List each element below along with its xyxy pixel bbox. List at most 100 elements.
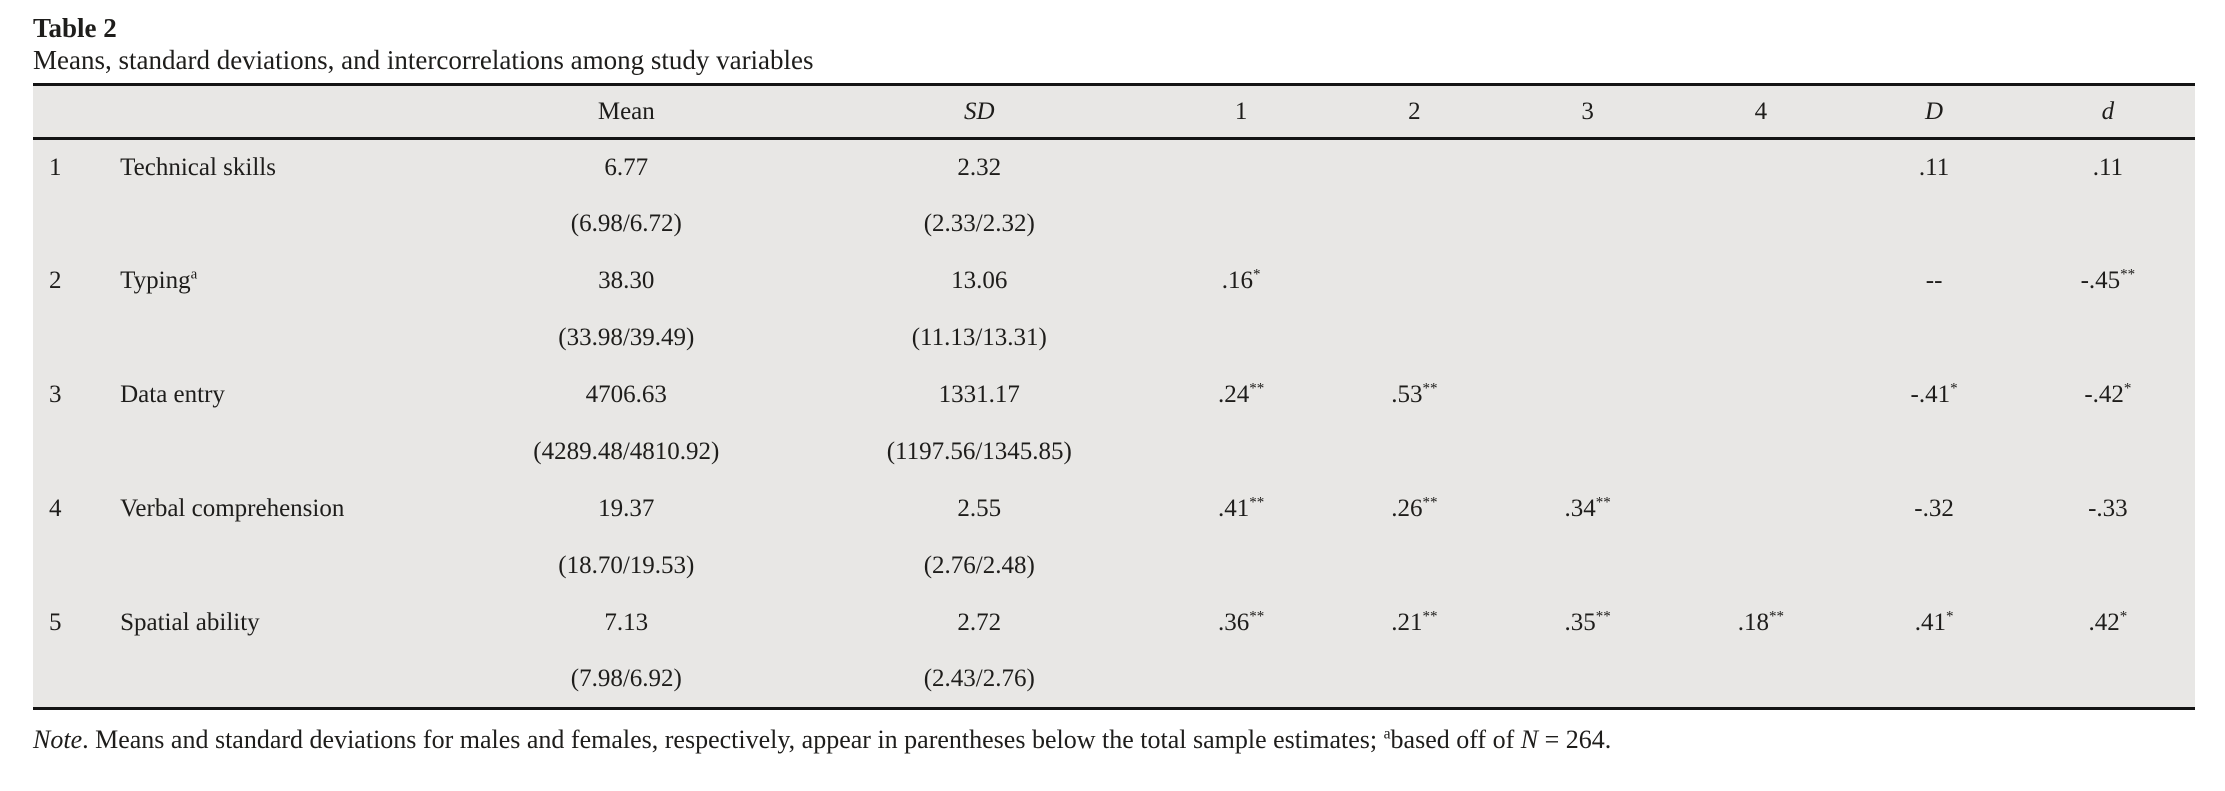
cell-corr-1: .16* <box>1221 266 1261 294</box>
table-row-values: 5 Spatial ability 7.13 2.72 .36** .21** .35**.… <box>33 595 2195 652</box>
cell-corr-1: .36** <box>1218 608 1265 636</box>
cell-variable-empty <box>118 424 448 481</box>
note-text-part: N <box>1520 725 1539 754</box>
cell-row-number-empty <box>33 652 118 709</box>
cell-sd-paren: (2.33/2.32) <box>923 210 1035 237</box>
cell-corr-3 <box>1501 253 1674 310</box>
cell-sd-paren: (1197.56/1345.85) <box>886 438 1072 465</box>
cell-big-d: -.41* <box>1910 380 1958 408</box>
cell-sd: 2.55 <box>957 495 1002 522</box>
cell-corr-2: .53** <box>1391 380 1438 408</box>
cell-row-number: 3 <box>49 381 62 408</box>
cell-row-number: 2 <box>49 267 62 294</box>
table-row-parentheses: (33.98/39.49) (11.13/13.31) <box>33 310 2195 367</box>
cell-corr-1-empty <box>1155 310 1328 367</box>
note-text-part: a <box>1383 725 1391 743</box>
cell-corr-2-empty <box>1328 538 1501 595</box>
table-caption: Table 2 Means, standard deviations, and … <box>33 12 2195 77</box>
header-variable <box>118 84 449 140</box>
cell-corr-4 <box>1674 253 1847 310</box>
header-corr-4: 4 <box>1674 84 1848 140</box>
note-text-part: Note <box>33 725 83 754</box>
cell-row-number: 1 <box>49 153 62 181</box>
cell-corr-3 <box>1501 367 1674 424</box>
table-row-parentheses: (18.70/19.53) (2.76/2.48) <box>33 538 2195 595</box>
cell-corr-3-empty <box>1501 196 1674 253</box>
cell-sd: 2.72 <box>957 609 1002 636</box>
cell-corr-3: .34** <box>1564 494 1611 522</box>
cell-corr-1: .24** <box>1218 380 1265 408</box>
cell-mean: 6.77 <box>604 153 649 181</box>
table-row-parentheses: (7.98/6.92) (2.43/2.76) <box>33 652 2195 709</box>
header-big-d: D <box>1847 84 2021 140</box>
cell-variable-empty <box>118 538 448 595</box>
cell-variable-label: Data entry <box>120 381 225 408</box>
cell-mean-paren: (7.98/6.92) <box>570 665 682 693</box>
note-text-part: based off of <box>1390 725 1521 754</box>
table-header-row: Mean SD 1 2 3 4 D d <box>33 84 2195 140</box>
note-text-part: . Means and standard deviations for male… <box>82 725 1384 754</box>
cell-corr-4-empty <box>1674 196 1847 253</box>
table-row-values: 3 Data entry 4706.63 1331.17 .24** .53** -.41*… <box>33 367 2195 424</box>
cell-row-number-empty <box>33 310 118 367</box>
cell-variable-label: Technical skills <box>120 153 276 181</box>
cell-variable-empty <box>118 196 448 253</box>
cell-row-number: 5 <box>49 609 62 636</box>
cell-corr-2: .26** <box>1391 494 1438 522</box>
cell-big-d: .41* <box>1914 608 1954 636</box>
cell-corr-3-empty <box>1501 538 1674 595</box>
cell-small-d-empty <box>2021 652 2195 709</box>
cell-sd: 13.06 <box>951 267 1008 294</box>
cell-small-d-empty <box>2021 538 2195 595</box>
cell-corr-2-empty <box>1328 424 1501 481</box>
cell-mean: 19.37 <box>598 495 655 522</box>
cell-small-d-empty <box>2021 310 2195 367</box>
cell-corr-1 <box>1155 139 1328 196</box>
cell-big-d: -.32 <box>1914 495 1954 522</box>
cell-big-d-empty <box>1847 652 2020 709</box>
cell-sd-paren: (2.76/2.48) <box>923 552 1035 579</box>
header-corr-1: 1 <box>1154 84 1328 140</box>
cell-mean: 4706.63 <box>585 381 667 408</box>
cell-small-d: -.42* <box>2084 380 2132 408</box>
table-body: 1 Technical skills 6.77 2.32 .11 .11 (6.98/6.7… <box>33 139 2195 709</box>
cell-corr-1-empty <box>1155 652 1328 709</box>
table-row-values: 4 Verbal comprehension 19.37 2.55 .41** .26**… <box>33 481 2195 538</box>
cell-big-d: -- <box>1925 267 1943 294</box>
cell-corr-4-empty <box>1674 310 1847 367</box>
table-row-values: 2 Typinga 38.30 13.06 .16* -- -.45** <box>33 253 2195 310</box>
stats-table: Mean SD 1 2 3 4 D d 1 Technical skills 6.7… <box>33 83 2195 710</box>
cell-mean-paren: (4289.48/4810.92) <box>533 438 720 465</box>
cell-corr-2 <box>1328 139 1501 196</box>
cell-corr-4-empty <box>1674 424 1847 481</box>
note-text-part: = 264. <box>1538 725 1612 754</box>
cell-corr-4-empty <box>1674 652 1847 709</box>
cell-mean-paren: (6.98/6.72) <box>570 210 682 237</box>
cell-row-number-empty <box>33 196 118 253</box>
header-corr-3: 3 <box>1501 84 1675 140</box>
cell-small-d: -.33 <box>2088 495 2128 522</box>
cell-corr-3-empty <box>1501 310 1674 367</box>
cell-mean: 7.13 <box>604 609 649 636</box>
cell-sd-paren: (11.13/13.31) <box>911 324 1047 351</box>
cell-corr-1-empty <box>1155 196 1328 253</box>
cell-corr-4 <box>1674 481 1847 538</box>
cell-mean: 38.30 <box>598 267 655 294</box>
cell-variable-label: Verbal comprehension <box>120 495 345 522</box>
cell-small-d: .42* <box>2088 608 2128 636</box>
cell-variable-empty <box>118 310 448 367</box>
cell-variable-label: Spatial ability <box>120 609 260 636</box>
cell-mean-paren: (18.70/19.53) <box>558 552 695 579</box>
cell-corr-3: .35** <box>1564 608 1611 636</box>
cell-variable-label: Typinga <box>120 266 198 294</box>
cell-big-d-empty <box>1847 196 2020 253</box>
table-row-parentheses: (4289.48/4810.92) (1197.56/1345.85) <box>33 424 2195 481</box>
cell-corr-4: .18** <box>1737 608 1784 636</box>
header-num <box>33 84 119 140</box>
cell-corr-3-empty <box>1501 424 1674 481</box>
cell-sd: 2.32 <box>957 153 1002 181</box>
cell-big-d: .11 <box>1918 153 1950 181</box>
header-small-d: d <box>2020 84 2195 140</box>
cell-corr-1-empty <box>1155 424 1328 481</box>
header-corr-2: 2 <box>1327 84 1501 140</box>
